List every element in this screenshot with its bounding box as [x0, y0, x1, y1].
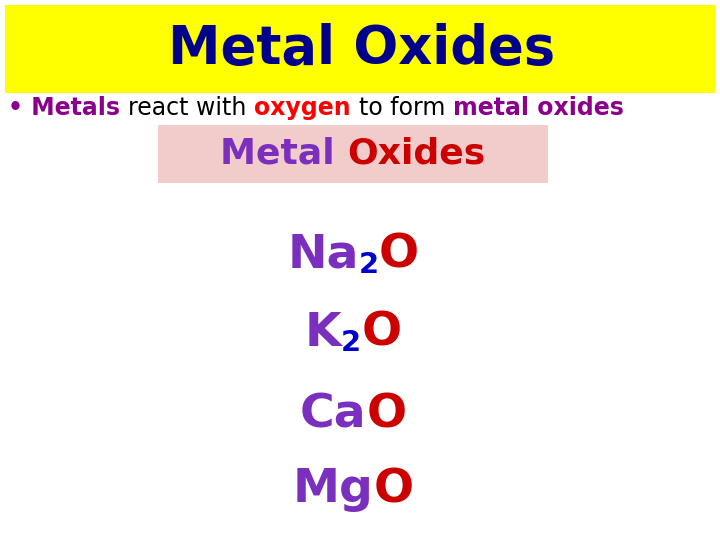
Bar [5, 5, 715, 93]
Text: Na: Na [287, 233, 359, 278]
Text: oxygen: oxygen [254, 96, 359, 120]
Text: react with: react with [128, 96, 254, 120]
Text: O: O [374, 468, 413, 512]
Text: O: O [379, 233, 419, 278]
Text: Oxides: Oxides [348, 137, 486, 171]
Bar [158, 125, 548, 183]
Text: to form: to form [359, 96, 453, 120]
Text: Metal: Metal [220, 137, 348, 171]
Text: metal oxides: metal oxides [453, 96, 624, 120]
Text: O: O [361, 310, 402, 355]
Text: O: O [366, 393, 406, 437]
Text: K: K [305, 310, 341, 355]
Text: Mg: Mg [292, 468, 374, 512]
Text: • Metals: • Metals [8, 96, 128, 120]
Text: 2: 2 [359, 251, 379, 279]
Text: 2: 2 [341, 329, 361, 357]
Text: Ca: Ca [300, 393, 366, 437]
Text: Metal Oxides: Metal Oxides [168, 23, 556, 75]
